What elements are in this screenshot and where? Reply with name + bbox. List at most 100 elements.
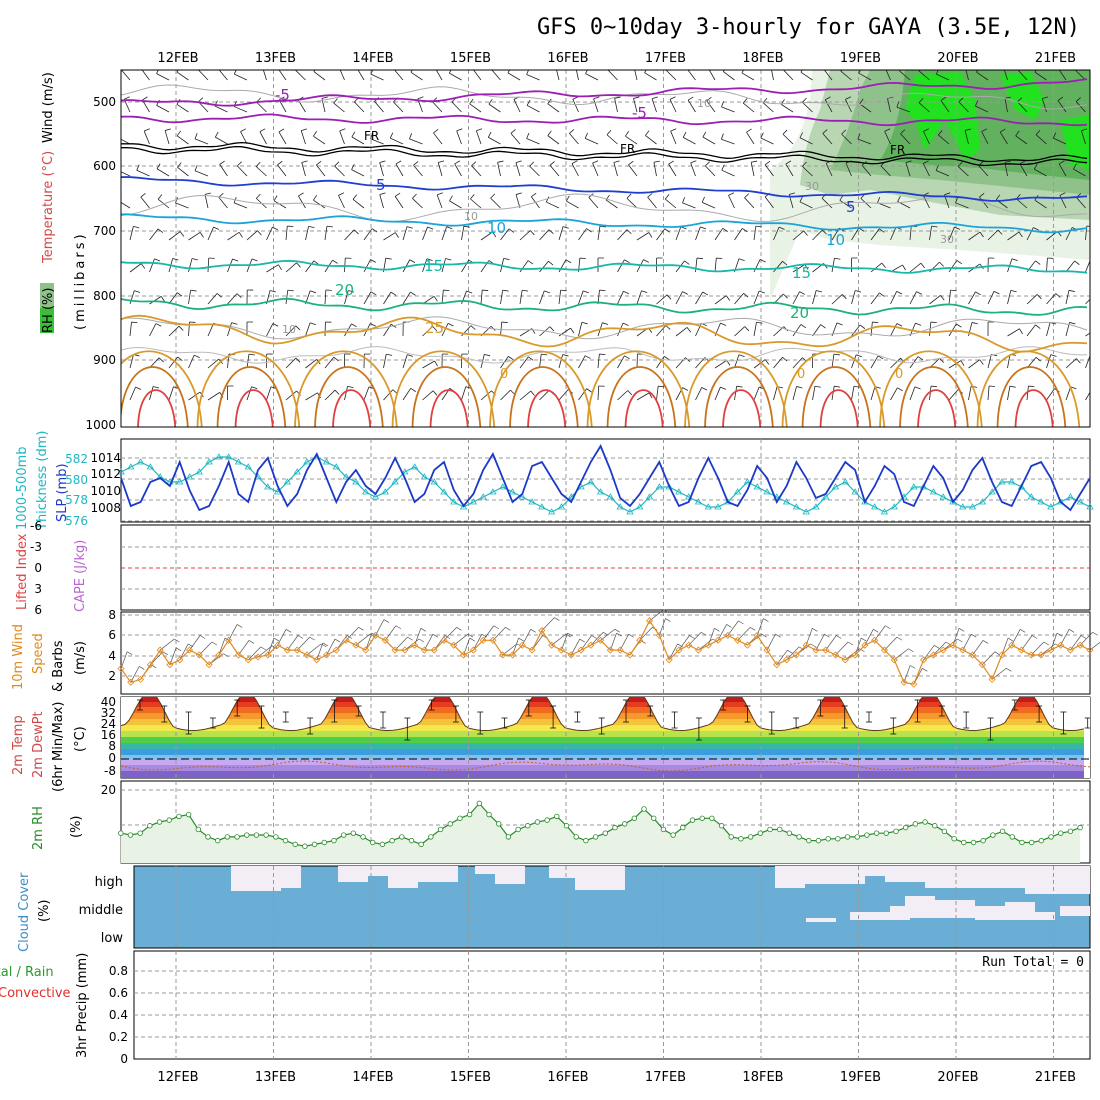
wind-barb: [313, 135, 326, 145]
wind-barb: [449, 200, 462, 209]
wind-barb: [734, 354, 740, 369]
wind-barb: [845, 162, 852, 177]
thickness-point: [420, 473, 429, 480]
wind-barb: [738, 354, 745, 357]
wind-barb: [734, 293, 744, 305]
thickness-point: [1086, 503, 1094, 510]
wind-barb: [219, 164, 228, 177]
slp-left-ticks: 582 580 578 576: [65, 452, 88, 528]
thickness-point: [626, 508, 634, 515]
wind-speed-point: [704, 641, 712, 649]
wind-barb: [840, 70, 852, 81]
wind-barb: [417, 96, 424, 100]
contour-line: [196, 350, 301, 427]
wind-barb: [825, 163, 833, 177]
thickness-point: [645, 493, 654, 500]
rh-point: [466, 811, 473, 818]
wind-barb: [859, 324, 866, 329]
wind-barb: [746, 131, 755, 145]
thickness-point: [283, 478, 292, 485]
rh-point: [1067, 828, 1074, 835]
wind-barb: [640, 640, 646, 644]
wind-barb: [558, 226, 564, 241]
wind-barb: [841, 133, 852, 145]
wind-barb: [177, 162, 182, 168]
wind-barb: [422, 258, 428, 273]
rh-point: [350, 830, 357, 836]
wind-barb: [645, 130, 650, 136]
wind-barb: [313, 71, 326, 81]
wind-barb: [592, 162, 599, 177]
wind-barb: [1091, 259, 1097, 261]
wind-barb: [675, 327, 688, 337]
rh-point: [544, 817, 550, 823]
wind-barb: [410, 70, 413, 73]
thickness-point: [352, 478, 360, 485]
wind-barb: [948, 360, 962, 369]
slp-series: [120, 444, 1091, 512]
wind-barb: [519, 290, 523, 305]
wind-barb: [521, 629, 532, 646]
wind-barb: [900, 129, 906, 135]
rh-point: [999, 828, 1006, 835]
wind-barb: [296, 262, 301, 268]
wind-barb: [461, 226, 465, 241]
contour-line: [586, 350, 691, 427]
contour-line: [121, 213, 1088, 234]
wind-barb: [178, 325, 184, 331]
wind-barb: [636, 290, 642, 305]
wind-barb: [764, 196, 774, 209]
wind-barb: [256, 193, 261, 199]
wind-barb: [374, 101, 384, 113]
wind-barb: [856, 354, 862, 358]
temperature-label: Temperature (°C): [41, 151, 56, 264]
wind-barb: [409, 138, 423, 145]
rh-point: [932, 823, 938, 829]
contour-line: [527, 389, 567, 427]
wind-barb: [454, 163, 462, 177]
upper-grid: [121, 70, 1090, 427]
wind-barb: [497, 162, 501, 177]
wind-barb: [297, 635, 304, 639]
wind-barb: [394, 636, 408, 651]
thickness-point: [479, 493, 487, 500]
wind-speed-point: [264, 651, 272, 659]
wind-barb: [194, 170, 209, 177]
wind-barb: [179, 231, 185, 237]
wind-barb: [744, 326, 750, 332]
wind-barb: [570, 327, 575, 334]
wind-barb: [433, 132, 443, 145]
contour-line: [1014, 389, 1054, 427]
cloud-level-low: low: [101, 931, 124, 946]
rh-point: [612, 824, 618, 831]
wind-barb: [508, 356, 514, 361]
wind-barb: [1034, 168, 1047, 177]
wind-barb: [548, 260, 554, 266]
wind-barb: [441, 290, 444, 305]
wind-barb: [463, 225, 470, 228]
wind-barb: [905, 160, 912, 163]
rh-point: [651, 815, 657, 821]
wind-barb: [1004, 70, 1008, 81]
wind-barb: [473, 70, 482, 81]
wind-barb: [1009, 385, 1016, 388]
wind-barb: [578, 355, 586, 369]
wind-speed-point: [234, 651, 243, 659]
date-label: 21FEB: [1035, 51, 1076, 66]
wind-barb: [1033, 163, 1038, 170]
wind-barb: [301, 162, 306, 177]
wind-barb: [957, 638, 963, 643]
wind-barb: [958, 627, 965, 632]
wind-barb: [500, 389, 511, 401]
wind-barb: [971, 633, 977, 638]
wind-barb: [394, 196, 404, 209]
wind-speed-point: [313, 656, 321, 664]
wind-barb: [900, 133, 911, 145]
wind-barb: [484, 354, 491, 357]
wind-barb: [140, 196, 150, 209]
thickness-point: [1037, 498, 1045, 505]
wind-barb: [626, 193, 632, 199]
wind-barb: [628, 164, 638, 177]
wind-barb: [354, 101, 365, 113]
wind-barb: [714, 386, 721, 401]
